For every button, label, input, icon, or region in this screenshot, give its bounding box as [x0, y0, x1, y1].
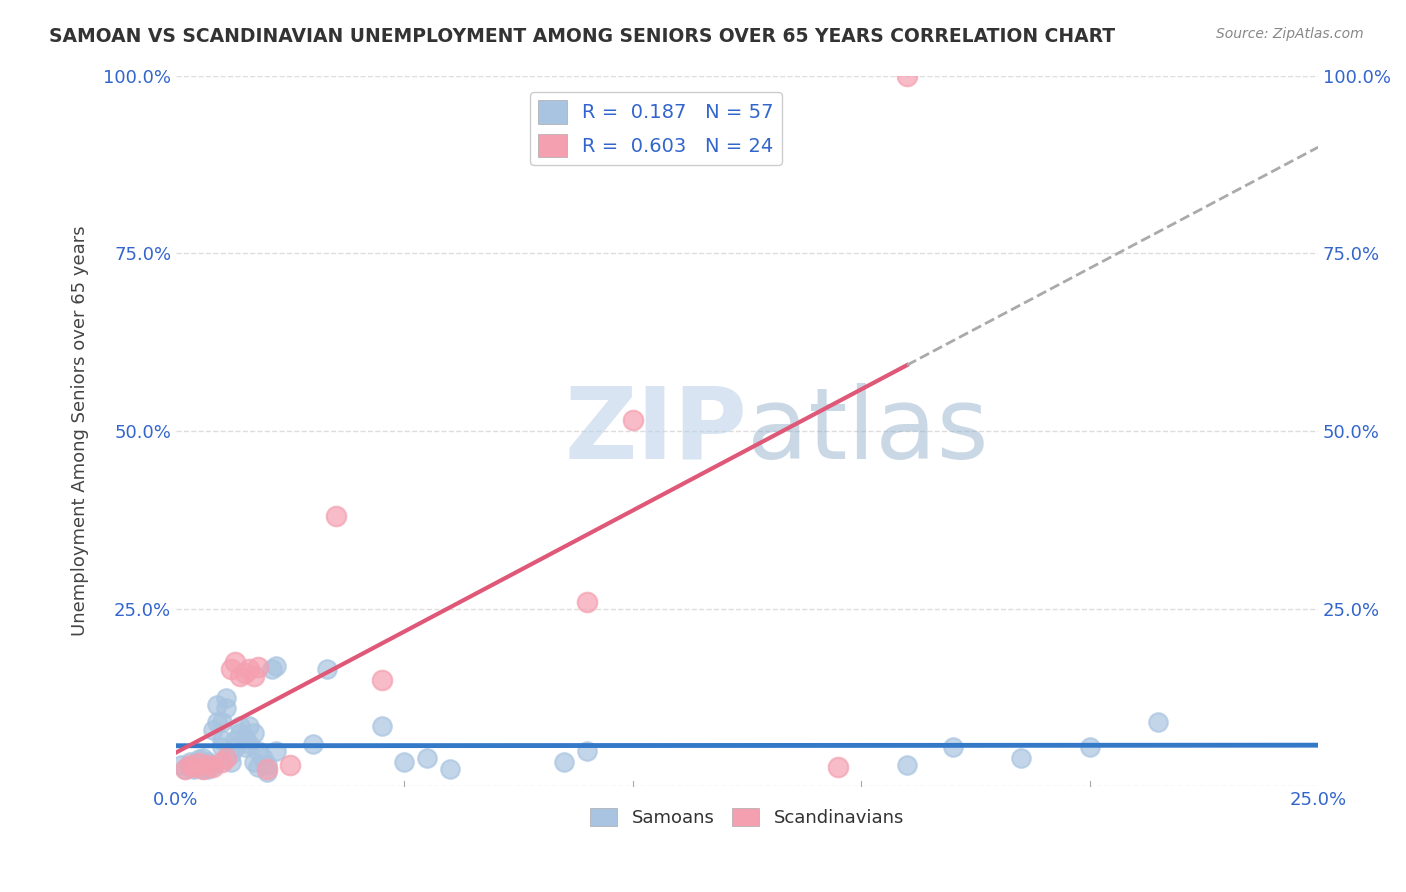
Point — [179, 758, 201, 772]
Y-axis label: Unemployment Among Seniors over 65 years: Unemployment Among Seniors over 65 years — [72, 226, 89, 636]
Text: atlas: atlas — [747, 383, 988, 480]
Point — [193, 751, 215, 765]
Point — [205, 715, 228, 730]
Point — [896, 69, 918, 83]
Text: Source: ZipAtlas.com: Source: ZipAtlas.com — [1216, 27, 1364, 41]
Point — [238, 737, 260, 751]
Point — [174, 762, 197, 776]
Point — [247, 759, 270, 773]
Point — [1010, 751, 1032, 765]
Point — [242, 755, 264, 769]
Point — [576, 744, 599, 758]
Point — [183, 759, 205, 773]
Point — [201, 759, 224, 773]
Point — [219, 747, 242, 762]
Point — [278, 758, 301, 772]
Point — [233, 740, 256, 755]
Point — [827, 759, 849, 773]
Point — [233, 730, 256, 744]
Point — [197, 758, 219, 772]
Point — [233, 665, 256, 680]
Point — [416, 751, 439, 765]
Point — [266, 744, 288, 758]
Point — [211, 740, 233, 755]
Point — [621, 413, 644, 427]
Point — [224, 655, 246, 669]
Point — [439, 762, 461, 776]
Point — [238, 662, 260, 676]
Point — [266, 658, 288, 673]
Point — [179, 755, 201, 769]
Point — [187, 756, 209, 770]
Point — [942, 740, 965, 755]
Point — [201, 723, 224, 737]
Point — [370, 719, 392, 733]
Legend: Samoans, Scandinavians: Samoans, Scandinavians — [582, 800, 911, 834]
Point — [183, 758, 205, 772]
Point — [193, 762, 215, 776]
Point — [215, 751, 238, 765]
Point — [193, 758, 215, 772]
Point — [187, 756, 209, 771]
Point — [179, 759, 201, 773]
Point — [229, 726, 252, 740]
Point — [315, 662, 337, 676]
Point — [576, 594, 599, 608]
Point — [211, 715, 233, 730]
Point — [302, 737, 325, 751]
Point — [183, 762, 205, 776]
Point — [187, 759, 209, 773]
Point — [896, 758, 918, 772]
Point — [256, 765, 278, 780]
Point — [187, 752, 209, 766]
Point — [229, 669, 252, 683]
Point — [219, 662, 242, 676]
Point — [553, 755, 575, 769]
Point — [260, 662, 283, 676]
Point — [169, 758, 191, 772]
Point — [174, 762, 197, 776]
Point — [229, 719, 252, 733]
Point — [325, 509, 347, 524]
Point — [394, 755, 416, 769]
Point — [205, 698, 228, 712]
Point — [247, 660, 270, 674]
Point — [211, 733, 233, 747]
Point — [219, 755, 242, 769]
Point — [252, 751, 274, 765]
Point — [1147, 715, 1170, 730]
Point — [197, 762, 219, 776]
Point — [197, 755, 219, 769]
Point — [242, 726, 264, 740]
Text: ZIP: ZIP — [564, 383, 747, 480]
Point — [224, 733, 246, 747]
Point — [370, 673, 392, 687]
Point — [242, 669, 264, 683]
Point — [197, 759, 219, 773]
Point — [247, 744, 270, 758]
Point — [215, 690, 238, 705]
Point — [224, 740, 246, 755]
Point — [238, 719, 260, 733]
Point — [211, 755, 233, 769]
Point — [256, 758, 278, 772]
Point — [256, 762, 278, 776]
Point — [215, 701, 238, 715]
Point — [1078, 740, 1101, 755]
Point — [201, 758, 224, 772]
Point — [193, 762, 215, 776]
Text: SAMOAN VS SCANDINAVIAN UNEMPLOYMENT AMONG SENIORS OVER 65 YEARS CORRELATION CHAR: SAMOAN VS SCANDINAVIAN UNEMPLOYMENT AMON… — [49, 27, 1115, 45]
